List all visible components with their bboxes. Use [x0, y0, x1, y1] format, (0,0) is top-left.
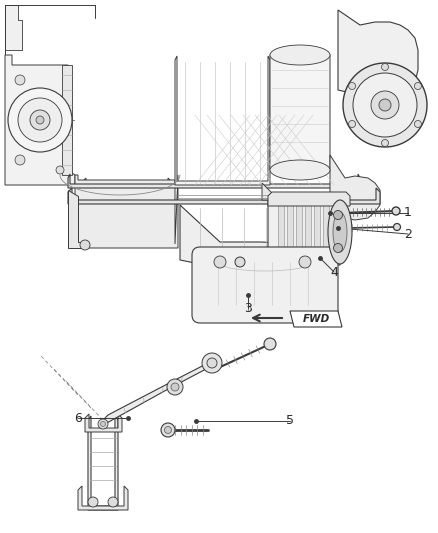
Ellipse shape — [8, 88, 72, 152]
Ellipse shape — [235, 257, 245, 267]
Text: 6: 6 — [74, 411, 82, 424]
Ellipse shape — [371, 91, 399, 119]
Polygon shape — [103, 362, 210, 424]
Polygon shape — [75, 175, 178, 248]
Text: 4: 4 — [330, 265, 338, 279]
Ellipse shape — [393, 223, 400, 230]
Polygon shape — [180, 205, 340, 270]
Text: 2: 2 — [404, 228, 412, 240]
Polygon shape — [68, 190, 82, 248]
Polygon shape — [82, 178, 172, 242]
Ellipse shape — [202, 353, 222, 373]
Ellipse shape — [264, 338, 276, 350]
Polygon shape — [268, 196, 340, 265]
Polygon shape — [88, 416, 118, 510]
Polygon shape — [338, 10, 418, 98]
Ellipse shape — [18, 98, 62, 142]
Polygon shape — [305, 202, 311, 263]
Ellipse shape — [328, 200, 352, 264]
Ellipse shape — [108, 497, 118, 507]
Ellipse shape — [353, 73, 417, 137]
Ellipse shape — [165, 426, 172, 433]
Polygon shape — [86, 186, 112, 220]
Polygon shape — [330, 155, 380, 220]
Ellipse shape — [36, 116, 44, 124]
Ellipse shape — [88, 497, 98, 507]
Polygon shape — [268, 192, 350, 206]
Ellipse shape — [333, 244, 343, 253]
Ellipse shape — [379, 99, 391, 111]
Ellipse shape — [30, 110, 50, 130]
Polygon shape — [314, 202, 320, 263]
FancyBboxPatch shape — [192, 247, 338, 323]
Ellipse shape — [15, 155, 25, 165]
Ellipse shape — [214, 256, 226, 268]
Ellipse shape — [381, 140, 389, 147]
Ellipse shape — [207, 358, 217, 368]
Ellipse shape — [349, 83, 356, 90]
Polygon shape — [262, 183, 342, 200]
Ellipse shape — [392, 207, 400, 215]
Polygon shape — [323, 202, 329, 263]
Polygon shape — [5, 5, 22, 50]
Polygon shape — [175, 56, 270, 185]
Polygon shape — [278, 202, 284, 263]
Polygon shape — [78, 486, 128, 510]
Polygon shape — [118, 186, 145, 220]
Ellipse shape — [299, 256, 311, 268]
Text: FWD: FWD — [302, 314, 330, 324]
Text: 3: 3 — [244, 302, 252, 314]
Ellipse shape — [381, 63, 389, 70]
Ellipse shape — [333, 211, 343, 220]
Ellipse shape — [171, 383, 179, 391]
Ellipse shape — [100, 422, 106, 426]
Polygon shape — [290, 311, 342, 327]
Ellipse shape — [414, 120, 421, 127]
Ellipse shape — [270, 45, 330, 65]
Polygon shape — [270, 52, 330, 170]
Polygon shape — [287, 202, 293, 263]
Text: 5: 5 — [286, 415, 294, 427]
Polygon shape — [5, 55, 75, 185]
Polygon shape — [68, 174, 360, 188]
Ellipse shape — [270, 160, 330, 180]
Polygon shape — [296, 202, 302, 263]
Ellipse shape — [349, 120, 356, 127]
Ellipse shape — [333, 212, 347, 252]
Polygon shape — [85, 414, 122, 432]
Polygon shape — [332, 202, 338, 263]
Ellipse shape — [80, 240, 90, 250]
Ellipse shape — [414, 83, 421, 90]
Polygon shape — [68, 188, 380, 204]
Text: 1: 1 — [404, 206, 412, 220]
Ellipse shape — [161, 423, 175, 437]
Ellipse shape — [343, 63, 427, 147]
Ellipse shape — [98, 419, 108, 429]
Polygon shape — [62, 65, 72, 175]
Ellipse shape — [167, 379, 183, 395]
Ellipse shape — [56, 166, 64, 174]
Ellipse shape — [15, 75, 25, 85]
